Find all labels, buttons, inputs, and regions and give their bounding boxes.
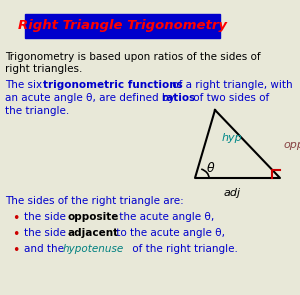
Text: •: • [12,212,20,225]
Text: •: • [12,244,20,257]
FancyBboxPatch shape [25,14,220,38]
Text: trigonometric functions: trigonometric functions [43,80,183,90]
Text: to the acute angle θ,: to the acute angle θ, [113,228,225,238]
Text: the side: the side [24,212,69,222]
Text: an acute angle θ, are defined by: an acute angle θ, are defined by [5,93,178,103]
Text: Right Triangle Trigonometry: Right Triangle Trigonometry [17,19,226,32]
Text: right triangles.: right triangles. [5,64,82,74]
Text: the acute angle θ,: the acute angle θ, [116,212,214,222]
Text: Trigonometry is based upon ratios of the sides of: Trigonometry is based upon ratios of the… [5,52,261,62]
Text: ratios: ratios [161,93,195,103]
Text: opp: opp [283,140,300,150]
Text: θ: θ [207,161,214,175]
Text: of the right triangle.: of the right triangle. [129,244,238,254]
Text: and the: and the [24,244,67,254]
Text: The six: The six [5,80,45,90]
Text: The sides of the right triangle are:: The sides of the right triangle are: [5,196,184,206]
Text: adjacent: adjacent [67,228,118,238]
Text: hypotenuse: hypotenuse [63,244,124,254]
Text: the side: the side [24,228,69,238]
Text: adj: adj [224,188,241,198]
Text: opposite: opposite [67,212,118,222]
Text: the triangle.: the triangle. [5,106,69,116]
Text: of a right triangle, with: of a right triangle, with [169,80,292,90]
Text: of two sides of: of two sides of [190,93,269,103]
Text: hyp: hyp [222,133,243,143]
Text: •: • [12,228,20,241]
